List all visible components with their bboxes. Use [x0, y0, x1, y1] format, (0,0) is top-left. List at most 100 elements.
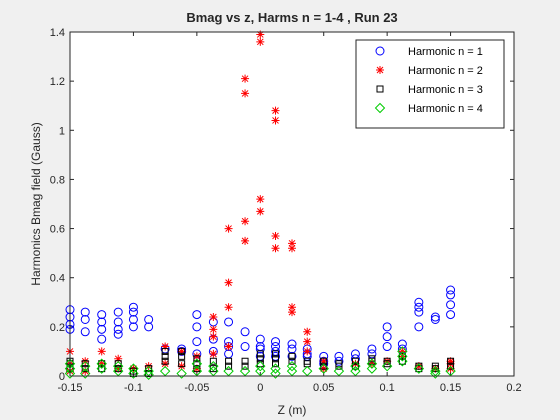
data-point-square: [241, 362, 249, 370]
data-point-diamond: [176, 368, 187, 379]
data-point-asterisk: [241, 89, 250, 98]
data-point-asterisk: [446, 364, 455, 373]
data-point-circle: [192, 337, 202, 347]
x-tick-label: -0.05: [184, 382, 209, 394]
x-tick-label: 0.1: [379, 382, 394, 394]
data-point-diamond: [350, 360, 361, 372]
data-point-circle: [113, 324, 123, 334]
data-point-circle: [446, 300, 456, 310]
data-point-square: [81, 360, 89, 368]
data-point-square: [225, 357, 233, 365]
data-point-asterisk: [351, 359, 360, 368]
x-tick-label: 0.05: [313, 382, 334, 394]
data-point-asterisk: [209, 332, 218, 341]
data-point-square: [351, 357, 359, 365]
data-point-circle: [382, 322, 392, 332]
data-point-square: [129, 370, 137, 378]
data-point-diamond: [270, 368, 281, 379]
data-point-asterisk: [303, 347, 312, 356]
data-point-asterisk: [288, 244, 296, 253]
axes-box: [69, 31, 515, 377]
data-point-circle: [192, 322, 202, 332]
data-point-circle: [446, 285, 456, 295]
data-point-diamond: [270, 363, 281, 374]
y-tick-label: 0.6: [50, 224, 65, 236]
y-tick-label: 0.8: [50, 174, 65, 186]
axis-ticks: -0.15 -0.1 -0.05 0 0.05 0.1 0.15 0.2 0 0.2 0.4 0.6 0…: [50, 27, 522, 394]
data-point-asterisk: [288, 308, 296, 317]
data-point-circle: [128, 314, 138, 324]
data-point-square: [415, 365, 423, 373]
data-point-asterisk: [241, 236, 250, 245]
data-point-asterisk: [241, 74, 250, 83]
data-point-asterisk: [319, 357, 328, 366]
y-tick-label: 0.4: [50, 273, 65, 285]
legend-marker-asterisk: [376, 66, 384, 74]
x-tick-label: -0.15: [57, 382, 82, 394]
data-point-circle: [414, 297, 424, 307]
data-point-square: [431, 365, 439, 373]
legend-entry: Harmonic n = 3: [376, 84, 483, 96]
data-point-diamond: [381, 360, 393, 372]
data-point-square: [383, 360, 391, 368]
data-point-diamond: [96, 363, 107, 374]
data-point-diamond: [366, 363, 378, 374]
data-point-circle: [224, 317, 234, 327]
data-point-square: [272, 360, 280, 368]
data-point-asterisk: [177, 347, 186, 356]
data-point-circle: [271, 337, 281, 347]
legend-marker-square: [376, 85, 384, 93]
data-point-square: [225, 362, 233, 370]
data-point-square: [320, 362, 328, 370]
data-point-circle: [240, 342, 250, 352]
data-point-asterisk: [271, 106, 280, 115]
data-point-square: [98, 365, 106, 373]
y-tick-label: 0: [59, 371, 65, 383]
data-point-asterisk: [271, 244, 280, 253]
data-point-asterisk: [288, 239, 296, 248]
legend-entry: Harmonic n = 2: [376, 65, 483, 77]
data-point-asterisk: [209, 313, 218, 322]
data-point-diamond: [96, 358, 107, 369]
x-tick-label: 0.2: [506, 382, 521, 394]
data-point-asterisk: [303, 337, 312, 346]
data-point-circle: [255, 344, 265, 354]
data-point-asterisk: [177, 362, 186, 371]
data-point-circle: [382, 342, 392, 352]
data-point-asterisk: [224, 303, 233, 312]
data-point-asterisk: [319, 364, 328, 373]
data-point-square: [114, 365, 122, 373]
data-point-circle: [334, 356, 344, 366]
data-point-asterisk: [288, 303, 296, 312]
legend-entry: Harmonic n = 1: [375, 46, 483, 58]
data-point-square: [272, 350, 280, 358]
legend-marker-circle: [375, 46, 385, 56]
data-point-diamond: [208, 360, 219, 372]
data-point-diamond: [80, 368, 91, 379]
data-point-circle: [80, 327, 90, 337]
data-point-circle: [128, 302, 138, 312]
x-tick-label: -0.1: [124, 382, 143, 394]
data-point-diamond: [397, 351, 408, 362]
data-point-circle: [287, 351, 297, 361]
data-point-asterisk: [192, 352, 201, 361]
data-point-diamond: [255, 360, 266, 372]
data-point-diamond: [397, 346, 408, 357]
data-point-square: [193, 355, 201, 363]
data-point-asterisk: [114, 354, 123, 363]
data-point-asterisk: [161, 342, 170, 351]
data-point-asterisk: [209, 325, 218, 334]
data-point-diamond: [430, 368, 441, 379]
data-point-asterisk: [256, 207, 265, 216]
data-point-diamond: [112, 360, 124, 372]
y-tick-label: 1.4: [50, 27, 65, 39]
data-point-diamond: [80, 360, 91, 372]
data-point-square: [209, 365, 217, 373]
data-point-circle: [113, 317, 123, 327]
data-point-square: [161, 357, 169, 365]
legend-label: Harmonic n = 4: [408, 103, 483, 115]
legend-label: Harmonic n = 2: [408, 65, 483, 77]
data-point-asterisk: [224, 224, 233, 233]
data-point-square: [288, 352, 296, 360]
data-point-circle: [128, 307, 138, 317]
